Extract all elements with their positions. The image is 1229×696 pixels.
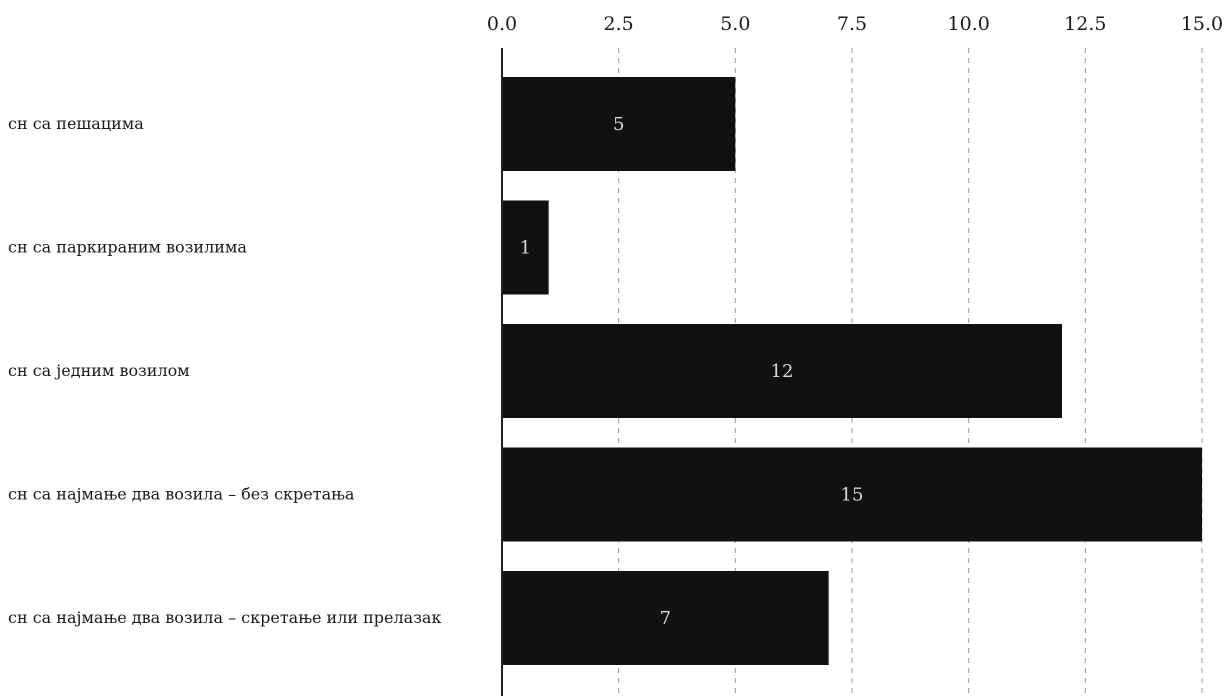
category-labels: сн са пешацима сн са паркираним возилима с… <box>8 114 441 627</box>
x-axis-tick-labels: 0.0 2.5 5.0 7.5 10.0 12.5 15.0 <box>487 13 1223 35</box>
x-tick-label: 0.0 <box>487 13 517 35</box>
x-tick-label: 5.0 <box>720 13 750 35</box>
bar-value-label: 1 <box>520 238 531 259</box>
category-label: сн са најмање два возила – скретање или … <box>8 608 441 627</box>
x-tick-label: 2.5 <box>604 13 634 35</box>
bar-value-label: 7 <box>660 608 671 629</box>
category-label: сн са најмање два возила – без скретања <box>8 485 355 504</box>
bar-value-label: 15 <box>841 485 864 506</box>
x-tick-label: 7.5 <box>837 13 867 35</box>
bar <box>502 447 1202 542</box>
bars: 5 1 12 15 7 <box>502 77 1202 665</box>
x-tick-label: 12.5 <box>1064 13 1106 35</box>
bar <box>502 200 549 295</box>
bar-value-label: 12 <box>771 361 794 382</box>
category-label: сн са паркираним возилима <box>8 238 247 257</box>
bar <box>502 77 736 171</box>
category-label: сн са пешацима <box>8 114 144 133</box>
bar <box>502 324 1062 418</box>
x-tick-label: 15.0 <box>1181 13 1223 35</box>
category-label: сн са једним возилом <box>8 361 190 380</box>
x-tick-label: 10.0 <box>948 13 990 35</box>
bar-value-label: 5 <box>613 114 624 135</box>
bar <box>502 571 829 665</box>
